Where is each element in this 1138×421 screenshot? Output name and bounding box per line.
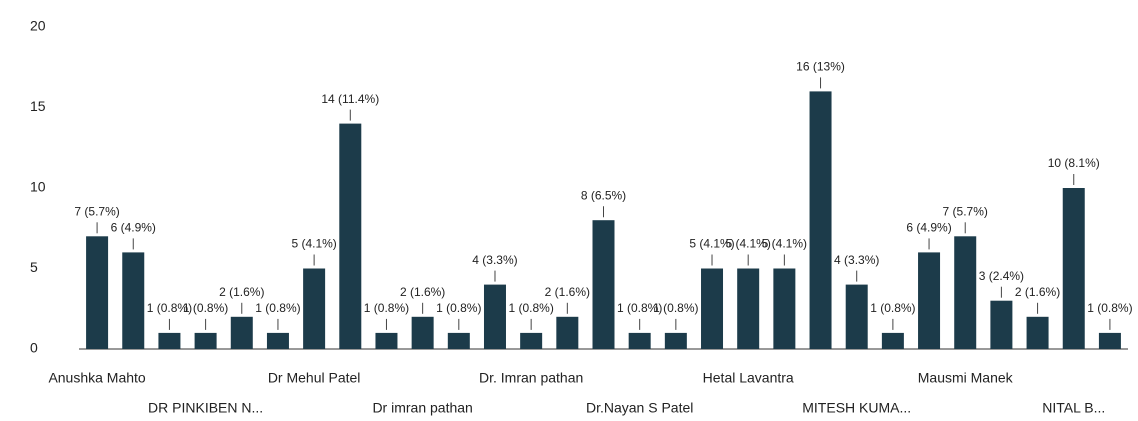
bar xyxy=(918,252,941,349)
bar xyxy=(339,123,362,349)
y-tick-label: 10 xyxy=(30,179,46,195)
y-tick-label: 0 xyxy=(30,340,38,356)
value-label: 3 (2.4%) xyxy=(979,269,1024,283)
bar xyxy=(881,332,904,349)
value-label: 1 (0.8%) xyxy=(183,301,228,315)
x-tick-label: Dr imran pathan xyxy=(372,400,472,416)
bar xyxy=(411,316,434,349)
x-tick-label: Mausmi Manek xyxy=(918,370,1014,386)
x-tick-label: NITAL B... xyxy=(1042,400,1105,416)
bar xyxy=(809,91,832,350)
bar xyxy=(158,332,181,349)
value-label: 1 (0.8%) xyxy=(147,301,192,315)
value-label: 2 (1.6%) xyxy=(400,285,445,299)
y-tick-label: 15 xyxy=(30,98,46,114)
value-label: 5 (4.1%) xyxy=(726,237,771,251)
bar xyxy=(447,332,470,349)
bar xyxy=(230,316,253,349)
bar xyxy=(664,332,687,349)
value-label: 1 (0.8%) xyxy=(508,301,553,315)
bar xyxy=(701,268,724,349)
bar xyxy=(303,268,326,349)
x-tick-label: Dr Mehul Patel xyxy=(268,370,361,386)
x-tick-label: DR PINKIBEN N... xyxy=(148,400,263,416)
x-tick-label: Hetal Lavantra xyxy=(703,370,794,386)
value-label: 5 (4.1%) xyxy=(762,237,807,251)
value-label: 7 (5.7%) xyxy=(943,204,988,218)
value-label: 4 (3.3%) xyxy=(834,253,879,267)
value-label: 7 (5.7%) xyxy=(74,204,119,218)
y-tick-label: 20 xyxy=(30,18,46,34)
bar xyxy=(737,268,760,349)
x-tick-label: Dr. Imran pathan xyxy=(479,370,583,386)
bar xyxy=(1062,188,1085,349)
bar xyxy=(122,252,145,349)
bar xyxy=(954,236,977,349)
x-tick-label: Dr.Nayan S Patel xyxy=(586,400,693,416)
value-label: 1 (0.8%) xyxy=(436,301,481,315)
bar xyxy=(266,332,289,349)
value-label: 16 (13%) xyxy=(796,60,845,74)
x-tick-label: Anushka Mahto xyxy=(48,370,145,386)
value-label: 5 (4.1%) xyxy=(689,237,734,251)
value-label: 6 (4.9%) xyxy=(906,221,951,235)
value-label: 1 (0.8%) xyxy=(870,301,915,315)
value-label: 1 (0.8%) xyxy=(653,301,698,315)
bar xyxy=(375,332,398,349)
bar xyxy=(483,284,506,349)
value-label: 1 (0.8%) xyxy=(364,301,409,315)
value-label: 1 (0.8%) xyxy=(255,301,300,315)
value-label: 8 (6.5%) xyxy=(581,188,626,202)
value-label: 2 (1.6%) xyxy=(1015,285,1060,299)
value-label: 4 (3.3%) xyxy=(472,253,517,267)
x-tick-label: MITESH KUMA... xyxy=(802,400,911,416)
y-tick-label: 5 xyxy=(30,259,38,275)
value-label: 2 (1.6%) xyxy=(219,285,264,299)
bar xyxy=(556,316,579,349)
bar xyxy=(845,284,868,349)
value-label: 10 (8.1%) xyxy=(1048,156,1100,170)
bar xyxy=(1098,332,1121,349)
bar xyxy=(592,220,615,349)
bar xyxy=(86,236,109,349)
value-label: 6 (4.9%) xyxy=(111,221,156,235)
value-label: 1 (0.8%) xyxy=(1087,301,1132,315)
bar xyxy=(628,332,651,349)
value-label: 2 (1.6%) xyxy=(545,285,590,299)
bar xyxy=(773,268,796,349)
value-label: 14 (11.4%) xyxy=(321,92,379,106)
bar xyxy=(194,332,217,349)
bar xyxy=(990,300,1013,349)
value-label: 1 (0.8%) xyxy=(617,301,662,315)
bar xyxy=(1026,316,1049,349)
value-label: 5 (4.1%) xyxy=(291,237,336,251)
bar xyxy=(520,332,543,349)
